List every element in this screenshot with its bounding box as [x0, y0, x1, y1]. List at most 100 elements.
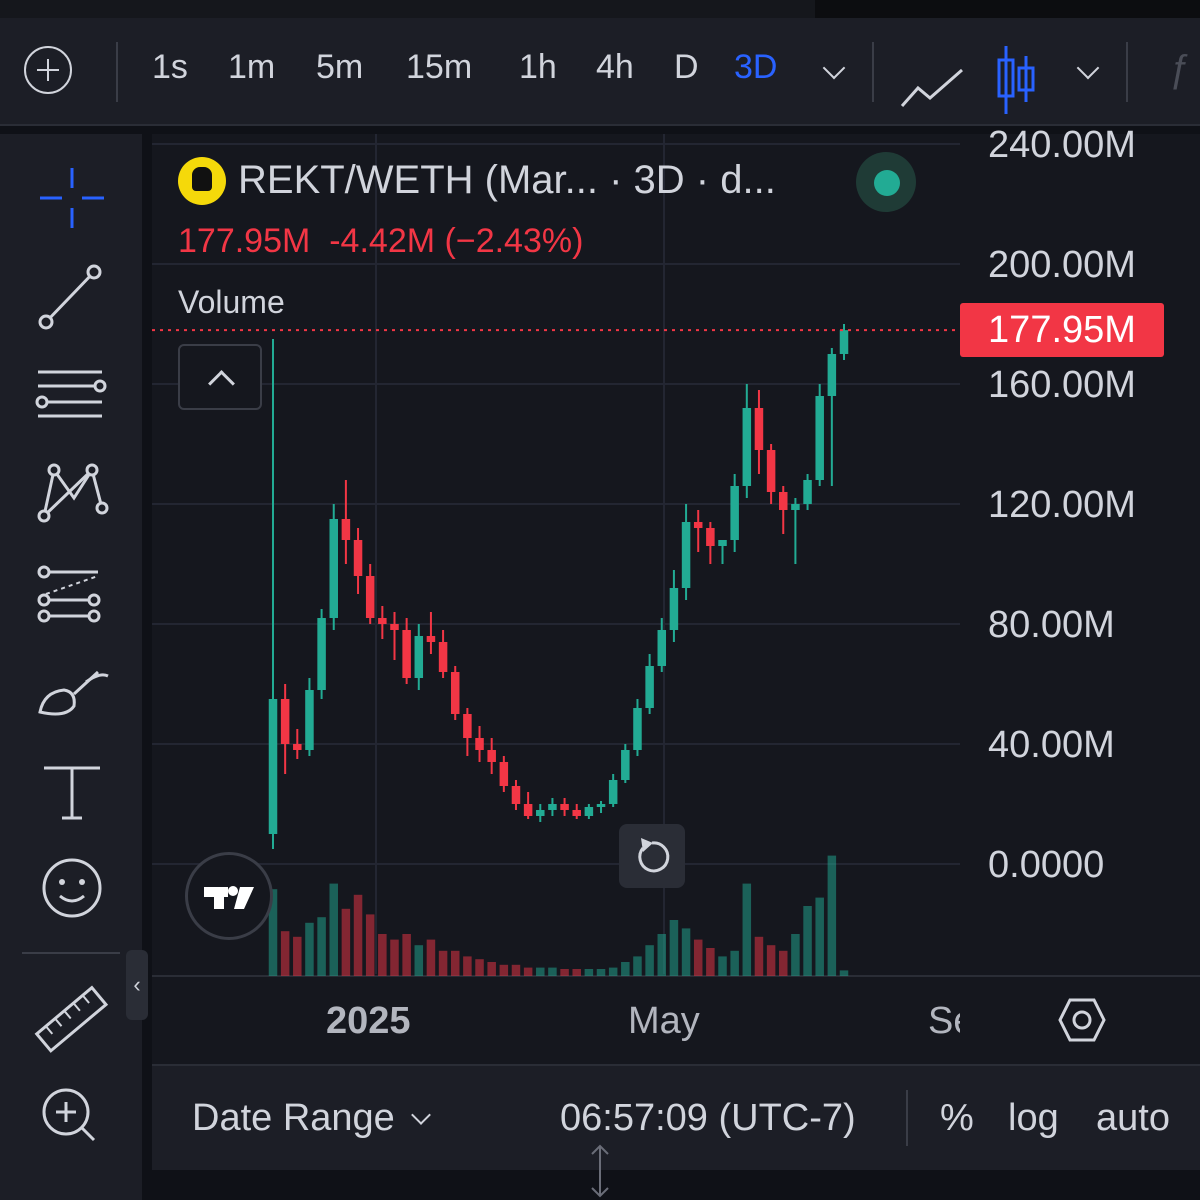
volume-bar	[293, 936, 302, 976]
volume-indicator-label[interactable]: Volume	[178, 284, 285, 320]
volume-bar	[706, 948, 715, 976]
time-axis-label: Se	[928, 1000, 960, 1042]
candle-body	[693, 522, 703, 528]
volume-bar	[450, 950, 460, 976]
volume-bar	[754, 936, 764, 976]
crosshair-icon[interactable]	[30, 164, 114, 236]
chart-pane[interactable]	[152, 134, 1200, 1064]
price-axis-label: 240.00M	[988, 124, 1136, 166]
volume-bar	[766, 945, 776, 976]
interval-d[interactable]: D	[674, 48, 699, 86]
toolbar-divider	[1126, 42, 1128, 102]
bottom-toolbar	[152, 1064, 1200, 1170]
candle-body	[317, 618, 326, 690]
candle-body	[390, 624, 399, 630]
candle-body	[438, 642, 448, 672]
candle-body	[633, 708, 642, 750]
volume-bar	[645, 945, 654, 976]
volume-bar	[839, 970, 849, 976]
clock-timezone[interactable]: 06:57:09 (UTC-7)	[560, 1097, 856, 1139]
volume-bar	[681, 928, 691, 976]
candle-body	[645, 666, 654, 708]
interval-5m[interactable]: 5m	[316, 48, 364, 86]
close-value: 177.95M	[178, 222, 311, 260]
auto-scale-toggle[interactable]: auto	[1096, 1097, 1170, 1139]
indicators-fx-icon[interactable]: ƒ	[1168, 48, 1190, 90]
brush-icon[interactable]	[30, 662, 114, 734]
volume-bar	[608, 967, 618, 976]
symbol-title[interactable]: REKT/WETH (Mar... · 3D · d...	[238, 158, 776, 202]
candle-body	[742, 408, 752, 486]
interval-4h[interactable]: 4h	[596, 48, 634, 86]
volume-bar	[353, 894, 363, 976]
toolbar-divider	[116, 42, 118, 102]
window-top-strip-left	[0, 0, 815, 18]
volume-bar	[572, 969, 581, 976]
volume-bar	[621, 962, 630, 976]
price-axis-label: 200.00M	[988, 244, 1136, 286]
chart-type-dropdown-chevron-icon[interactable]	[1076, 56, 1100, 80]
line-chart-type-icon[interactable]	[900, 66, 964, 110]
candle-body	[341, 519, 351, 540]
chart-settings-icon[interactable]	[1058, 996, 1106, 1044]
pattern-tool-icon[interactable]	[30, 458, 114, 530]
zoom-in-icon[interactable]	[30, 1080, 114, 1152]
interval-dropdown-chevron-icon[interactable]	[822, 56, 846, 80]
bottom-divider	[906, 1090, 908, 1146]
interval-1m[interactable]: 1m	[228, 48, 276, 86]
add-symbol-button[interactable]	[24, 46, 72, 94]
text-tool-icon[interactable]	[30, 758, 114, 830]
volume-bar	[463, 956, 472, 976]
interval-1h[interactable]: 1h	[519, 48, 557, 86]
volume-bar	[791, 934, 800, 976]
volume-bar	[523, 967, 533, 976]
pane-resize-handle-icon[interactable]	[586, 1142, 614, 1200]
price-axis-label: 160.00M	[988, 364, 1136, 406]
ruler-icon[interactable]	[30, 984, 114, 1056]
candle-body	[584, 807, 594, 816]
interval-1s[interactable]: 1s	[152, 48, 188, 86]
tradingview-logo[interactable]	[185, 852, 273, 940]
time-axis-label: May	[628, 1000, 700, 1042]
volume-bar	[305, 922, 314, 976]
fib-channel-icon[interactable]	[30, 558, 114, 630]
candle-body	[499, 762, 509, 786]
volume-bar	[402, 934, 411, 976]
token-logo-icon	[178, 157, 226, 205]
candle-body	[353, 540, 363, 576]
reset-icon	[638, 838, 670, 873]
candles-chart-type-icon[interactable]	[996, 44, 1036, 116]
candle-body	[839, 330, 849, 354]
candle-body	[378, 618, 387, 624]
volume-bar	[584, 969, 594, 976]
volume-bar	[280, 931, 290, 976]
volume-bar	[487, 962, 496, 976]
volume-bar	[438, 950, 448, 976]
log-scale-toggle[interactable]: log	[1008, 1097, 1059, 1139]
price-axis-label: 120.00M	[988, 484, 1136, 526]
candle-body	[572, 810, 581, 816]
candle-body	[608, 780, 618, 804]
reset-chart-button[interactable]	[619, 824, 685, 888]
candle-body	[815, 396, 824, 480]
interval-3d[interactable]: 3D	[734, 48, 778, 86]
candle-body	[803, 480, 812, 504]
volume-bar	[329, 883, 338, 976]
horizontal-lines-icon[interactable]	[30, 358, 114, 430]
candle-body	[402, 630, 411, 678]
sidebar-collapse-handle[interactable]: ‹	[126, 950, 148, 1020]
date-range-button[interactable]: Date Range	[192, 1097, 395, 1139]
candle-body	[754, 408, 764, 450]
candle-body	[779, 492, 788, 510]
candle-body	[487, 750, 496, 762]
trend-line-icon[interactable]	[30, 260, 114, 332]
volume-bar	[718, 956, 727, 976]
percent-scale-toggle[interactable]: %	[940, 1097, 974, 1139]
interval-15m[interactable]: 15m	[406, 48, 473, 86]
volume-bar	[803, 906, 812, 976]
candlestick-chart	[152, 134, 1200, 977]
collapse-legend-button[interactable]	[178, 344, 262, 410]
volume-bar	[414, 945, 424, 976]
market-status-dot-icon[interactable]	[874, 170, 900, 196]
emoji-icon[interactable]	[30, 854, 114, 926]
